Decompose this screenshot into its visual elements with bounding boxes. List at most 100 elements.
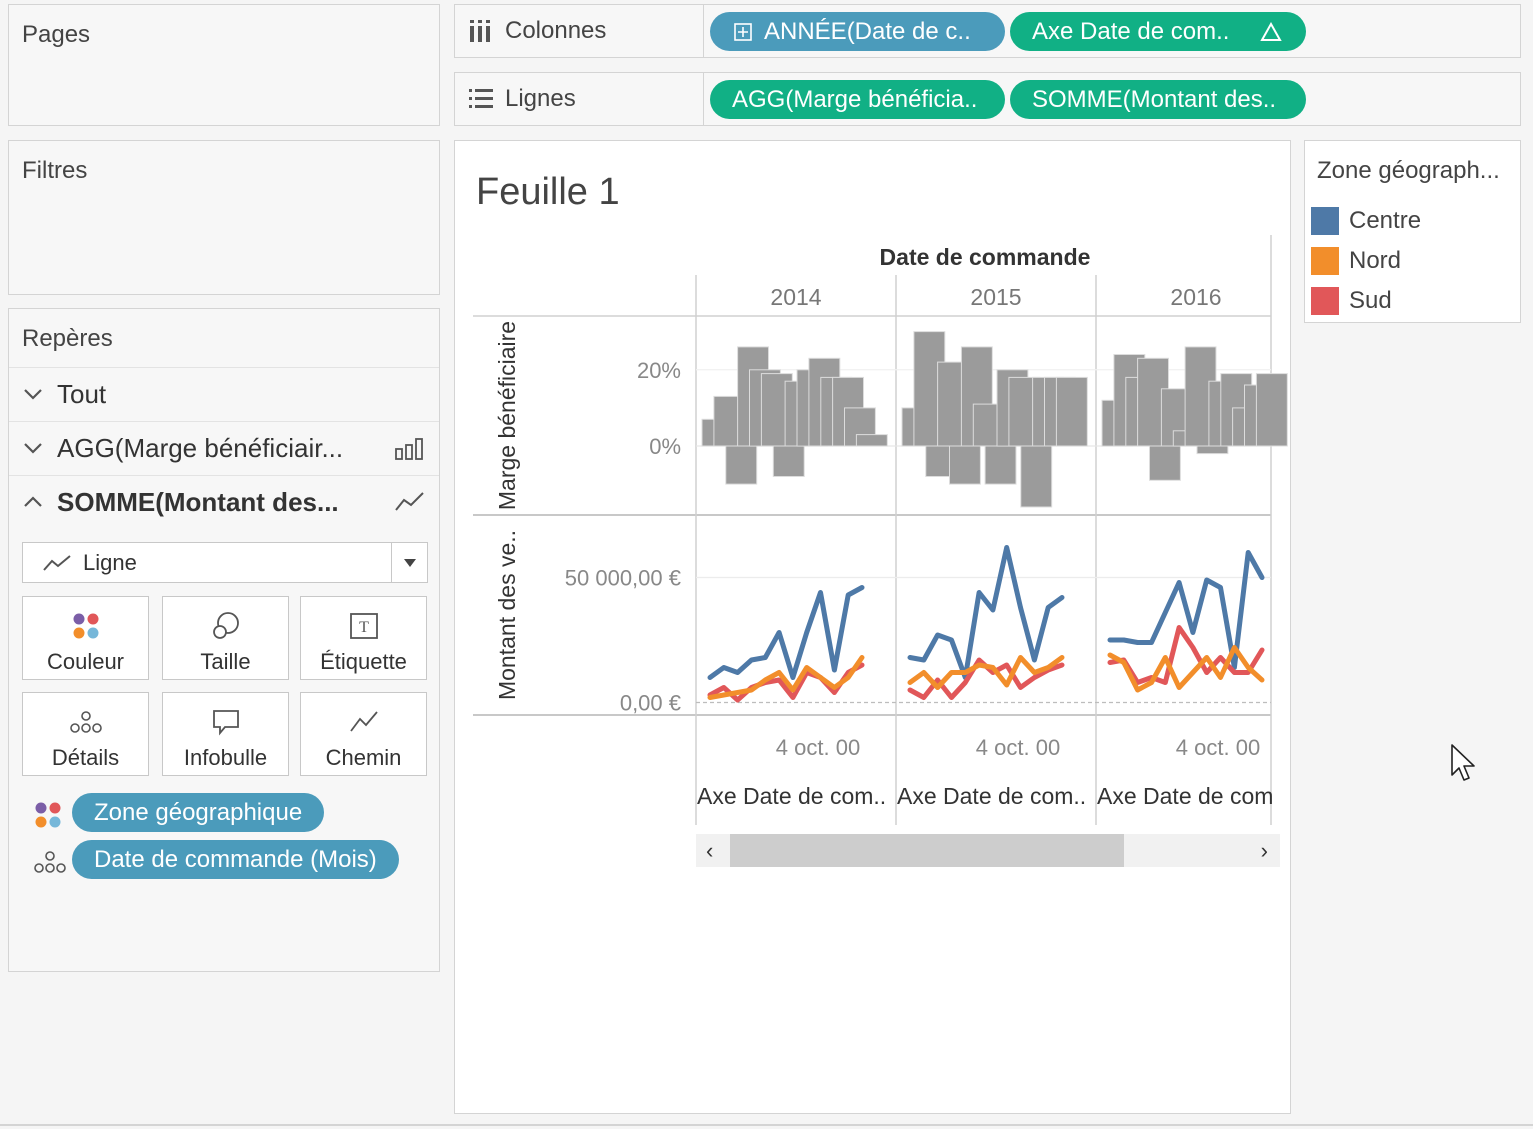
columns-shelf[interactable]: Colonnes ANNÉE(Date de c.. Axe Date de c… [454,4,1521,58]
detail-label: Détails [51,745,120,770]
x-tick-label: 4 oct. 00 [976,735,1060,760]
rows-shelf[interactable]: Lignes AGG(Marge bénéficia.. SOMME(Monta… [454,72,1521,126]
year-header-2016: 2016 [1170,284,1221,310]
columns-icon [470,20,490,42]
zone-pill[interactable]: Zone géographique [72,793,325,832]
legend-swatch [1311,287,1339,315]
y-axis-title-profit-margin: Marge bénéficiaire [494,321,520,510]
sheet-title: Feuille 1 [476,171,620,213]
marks-row-all[interactable]: Tout [9,367,439,420]
y-tick-label: 50 000,00 € [565,566,681,591]
bar-mark [1149,445,1181,481]
chevron-down-icon[interactable] [21,436,45,460]
legend-swatch [1311,207,1339,235]
line-chart-icon [395,492,424,511]
y-tick-label: 0% [649,434,681,459]
pages-card[interactable]: Pages [8,4,440,126]
bar-mark [1196,445,1229,455]
y-tick-label: 0,00 € [620,691,681,716]
bar-mark [772,445,805,477]
x-axis-title: Axe Date de com.. [697,783,886,809]
filters-title: Filtres [22,157,88,184]
columns-label: Colonnes [505,17,607,44]
legend-item-nord[interactable]: Nord [1311,245,1511,277]
bar-mark [725,445,758,485]
bar-mark [1255,373,1288,447]
marks-row-sales-sum[interactable]: SOMME(Montant des... [9,475,439,528]
tooltip-label: Infobulle [183,745,268,770]
year-date-pill[interactable]: ANNÉE(Date de c.. [710,12,1005,51]
chart-canvas: Date de commande 2014 2015 2016 20% 0% Marge b… [473,235,1288,825]
size-label: Taille [200,649,251,674]
date-axis-pill[interactable]: Axe Date de com.. [1010,12,1306,51]
x-tick-label: 4 oct. 00 [776,735,860,760]
series-line-nord-2014 [707,655,865,700]
dropdown-button[interactable] [391,543,427,582]
tooltip-button[interactable]: Infobulle [162,692,289,776]
bar-mark [1055,376,1088,447]
horizontal-scrollbar[interactable]: ‹ › [696,834,1280,867]
path-icon [349,711,378,732]
bar-mark [1020,445,1053,508]
pill-text: AGG(Marge bénéficia.. [732,86,978,113]
year-header-2015: 2015 [970,284,1021,310]
color-icon [35,802,61,828]
marks-pill-row[interactable]: Date de commande (Mois) [29,840,429,880]
profit-margin-pill[interactable]: AGG(Marge bénéficia.. [710,80,1005,119]
pill-text: ANNÉE(Date de c.. [764,18,971,45]
legend-title: Zone géograph... [1317,157,1500,184]
date-month-pill[interactable]: Date de commande (Mois) [72,840,399,879]
chevron-down-icon[interactable] [21,382,45,406]
rows-label: Lignes [505,85,576,112]
detail-icon [34,851,66,873]
marks-row-label: Tout [57,378,107,409]
mark-type-label: Ligne [83,549,137,575]
label-button[interactable]: T Étiquette [300,596,427,680]
tooltip-icon [212,710,239,736]
size-button[interactable]: Taille [162,596,289,680]
path-label: Chemin [325,745,402,770]
year-header-2014: 2014 [770,284,821,310]
mouse-cursor-icon [1451,744,1475,781]
x-axis-title: Axe Date de com [1097,783,1273,809]
rows-icon [469,89,493,108]
series-line-centre-2015 [907,545,1065,680]
marks-title: Repères [22,325,113,352]
legend-item-sud[interactable]: Sud [1311,285,1511,317]
expand-icon [734,23,752,41]
marks-card: Repères Tout AGG(Marge bénéficiair... SO… [8,308,440,972]
marks-row-profit-margin[interactable]: AGG(Marge bénéficiair... [9,421,439,474]
bar-mark [855,434,888,447]
pill-text: Axe Date de com.. [1032,18,1230,45]
pill-text: SOMME(Montant des.. [1032,86,1277,113]
text-label-icon: T [349,613,378,639]
chevron-up-icon[interactable] [21,490,45,514]
sales-sum-pill[interactable]: SOMME(Montant des.. [1010,80,1306,119]
delta-icon [1260,22,1282,41]
scroll-right-icon[interactable]: › [1260,838,1268,863]
legend-label: Nord [1349,247,1402,274]
path-button[interactable]: Chemin [300,692,427,776]
line-chart-icon [43,554,71,571]
label-label: Étiquette [320,649,407,674]
legend-item-centre[interactable]: Centre [1311,205,1511,237]
x-tick-label: 4 oct. 00 [1176,735,1260,760]
y-axis-title-sales: Montant des ve.. [494,530,520,700]
marks-pill-row[interactable]: Zone géographique [29,793,429,833]
legend-label: Sud [1349,287,1392,314]
legend-label: Centre [1349,207,1422,234]
pages-title: Pages [22,21,91,48]
scroll-left-icon[interactable]: ‹ [706,838,714,863]
detail-button[interactable]: Détails [22,692,149,776]
marks-row-label: SOMME(Montant des... [57,486,339,517]
worksheet-view[interactable]: Feuille 1 Date de commande 2014 2015 2016 20… [454,140,1291,1114]
color-legend[interactable]: Zone géograph... Centre Nord Sud [1304,140,1521,323]
mark-type-dropdown[interactable]: Ligne [22,542,428,583]
legend-swatch [1311,247,1339,275]
color-button[interactable]: Couleur [22,596,149,680]
series-line-centre-2014 [707,585,865,680]
filters-card[interactable]: Filtres [8,140,440,295]
series-line-sud-2014 [707,662,865,703]
shelf-divider [703,73,704,125]
scrollbar-thumb[interactable] [730,834,1124,867]
